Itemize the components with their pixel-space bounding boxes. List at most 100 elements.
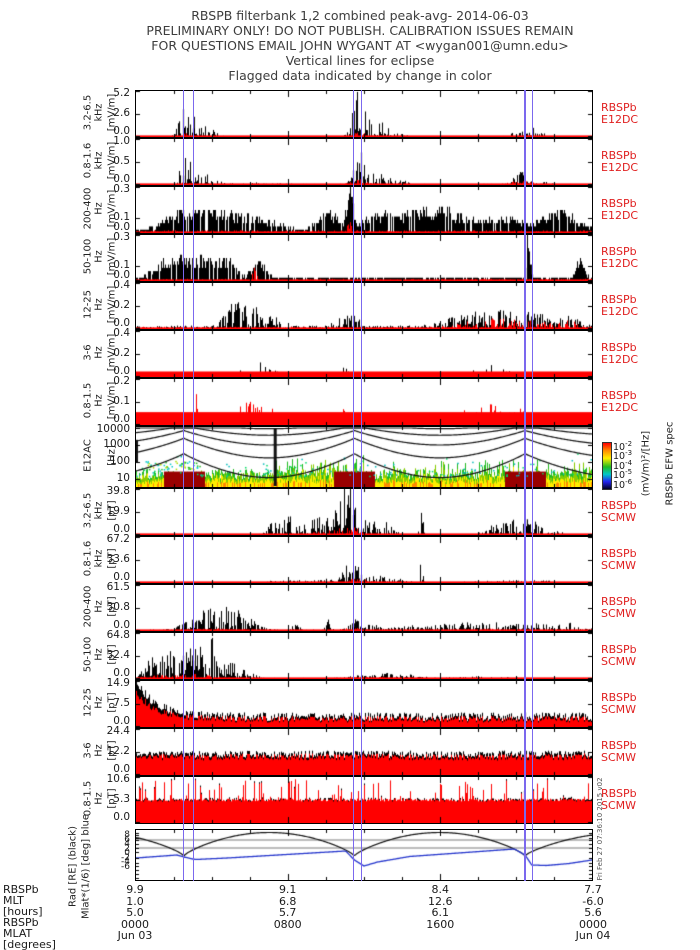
ytick-label: 0.4 [113, 279, 130, 291]
ytick-label: 19.9 [106, 505, 130, 517]
ytick-label: 0.1 [113, 258, 130, 271]
right-label-e12dc: RBSPb E12DC [601, 245, 639, 270]
axis-legend-MLT: MLT [3, 894, 24, 907]
ytick-label: 10.6 [106, 773, 130, 785]
panel-0.8-1.6 [135, 536, 593, 584]
panel-canvas-10 [136, 585, 592, 631]
panel-3.2-6.5 [135, 90, 593, 138]
ytick-label: 0.0 [113, 125, 130, 137]
panel-50-100 [135, 234, 593, 282]
axis-legend-degrees: [degrees] [3, 938, 56, 950]
ylabel-frequnit: Hz [93, 394, 105, 407]
ytick-label: 0.5 [113, 155, 130, 167]
ytick-label: 0.0 [113, 221, 130, 233]
ytick-label: 5.2 [113, 87, 130, 99]
right-label-scmw: RBSPb SCMW [601, 739, 637, 764]
axis-legend-hours: [hours] [3, 905, 43, 918]
ytick-label: 12.2 [106, 745, 130, 757]
ytick-label: 0.0 [113, 715, 130, 727]
xaxis-column: 9.9 1.0 5.0 0000 Jun 03 [117, 883, 153, 942]
colorbar-tick-label: 10-6 [613, 477, 633, 491]
ytick-label: 0.0 [113, 317, 130, 329]
ytick-label: 61.5 [106, 581, 130, 593]
ytick-label: 0.1 [113, 210, 130, 223]
panel-0.8-1.5 [135, 776, 593, 824]
plot-note-eclipse: Vertical lines for eclipse [285, 53, 435, 68]
ytick-label: 100 [109, 455, 130, 468]
right-label-e12dc: RBSPb E12DC [601, 293, 639, 318]
right-label-e12dc: RBSPb E12DC [601, 101, 639, 126]
panel-canvas-9 [136, 537, 592, 583]
panel-canvas-14 [136, 777, 592, 823]
creation-timestamp: Fri Feb 27 07:36:10 2015 v02 [596, 777, 604, 881]
ytick-label: 0.0 [113, 571, 130, 583]
ytick-label: 1.0 [113, 135, 130, 147]
ytick-label: 5.3 [113, 793, 130, 805]
plot-contact-line: FOR QUESTIONS EMAIL JOHN WYGANT AT <wyga… [151, 38, 569, 53]
ytick-label: 0.0 [113, 523, 130, 535]
ytick-label: 0.1 [113, 395, 130, 407]
panel-200-400 [135, 584, 593, 632]
panel-0.8-1.5 [135, 378, 593, 426]
ytick-label: 0.4 [113, 327, 130, 339]
ytick-label: 0.0 [113, 413, 130, 425]
panel-canvas-2 [136, 187, 592, 233]
right-label-e12dc: RBSPb E12DC [601, 341, 639, 366]
colorbar [602, 442, 612, 490]
panel-0.8-1.6 [135, 138, 593, 186]
ytick-label: 0.0 [113, 269, 130, 281]
ytick-label: 24.4 [106, 725, 130, 737]
xaxis-column: 7.7 -6.0 5.6 0000 Jun 04 [575, 883, 611, 942]
ytick-label: 0.0 [113, 811, 130, 823]
colorbar-title: (mV/m)²/[Hz] [640, 430, 652, 497]
ytick-label: 10000 [96, 423, 130, 435]
colorbar-tick-label: 10-4 [613, 458, 633, 472]
panel-canvas-0 [136, 91, 592, 137]
ytick-label: 0.2 [113, 347, 130, 359]
ylabel-unit: [pT] [106, 788, 118, 809]
panel-canvas-11 [136, 633, 592, 679]
panel-canvas-4 [136, 283, 592, 329]
xaxis-column: 8.4 12.6 6.1 1600 [426, 883, 455, 931]
ytick-label: 0.2 [113, 375, 130, 387]
ytick-label: 0.3 [113, 183, 130, 195]
right-label-e12dc: RBSPb E12DC [601, 197, 639, 222]
ytick-label: 67.2 [106, 533, 130, 545]
ytick-label: 0.2 [113, 299, 130, 311]
right-label-scmw: RBSPb SCMW [601, 499, 637, 524]
ephemeris-ytick-cluster: 8 6 4 2 0 -2 -4 -6 [121, 830, 130, 872]
panel-canvas-15 [136, 830, 592, 880]
ytick-label: 33.6 [106, 553, 130, 565]
colorbar-tick-label: 10-3 [613, 449, 633, 463]
ytick-label: 0.0 [113, 365, 130, 377]
ytick-label: 64.8 [106, 629, 130, 641]
panel-canvas-12 [136, 681, 592, 727]
colorbar-subtitle: RBSPb EFW spec [664, 421, 676, 506]
panel-3-6 [135, 728, 593, 776]
ytick-label: 7.5 [113, 696, 130, 709]
panel-canvas-7 [136, 427, 592, 487]
panel-50-100 [135, 632, 593, 680]
axis-legend-MLAT: MLAT [3, 927, 33, 940]
ytick-label: 0.0 [113, 619, 130, 631]
panel-12-25 [135, 680, 593, 728]
panel-ephemeris [135, 829, 593, 881]
right-label-scmw: RBSPb SCMW [601, 643, 637, 668]
right-label-e12dc: RBSPb E12DC [601, 149, 639, 174]
ytick-label: 10 [116, 472, 130, 485]
panel-E12AC [135, 426, 593, 488]
panel-canvas-3 [136, 235, 592, 281]
ytick-label: 14.9 [106, 677, 130, 689]
ytick-label: 1000 [103, 438, 130, 450]
ephemeris-ylabel-rad: Rad [RE] (black) [67, 826, 79, 907]
right-label-e12dc: RBSPb E12DC [601, 389, 639, 414]
colorbar-tick-label: 10-2 [613, 440, 633, 454]
title-block: RBSPB filterbank 1,2 combined peak-avg- … [20, 8, 700, 83]
ytick-label: 0.3 [113, 231, 130, 243]
panel-3-6 [135, 330, 593, 378]
ytick-label: 32.4 [106, 649, 130, 661]
panel-12-25 [135, 282, 593, 330]
ylabel-frequnit: Hz [93, 792, 105, 805]
panel-canvas-13 [136, 729, 592, 775]
